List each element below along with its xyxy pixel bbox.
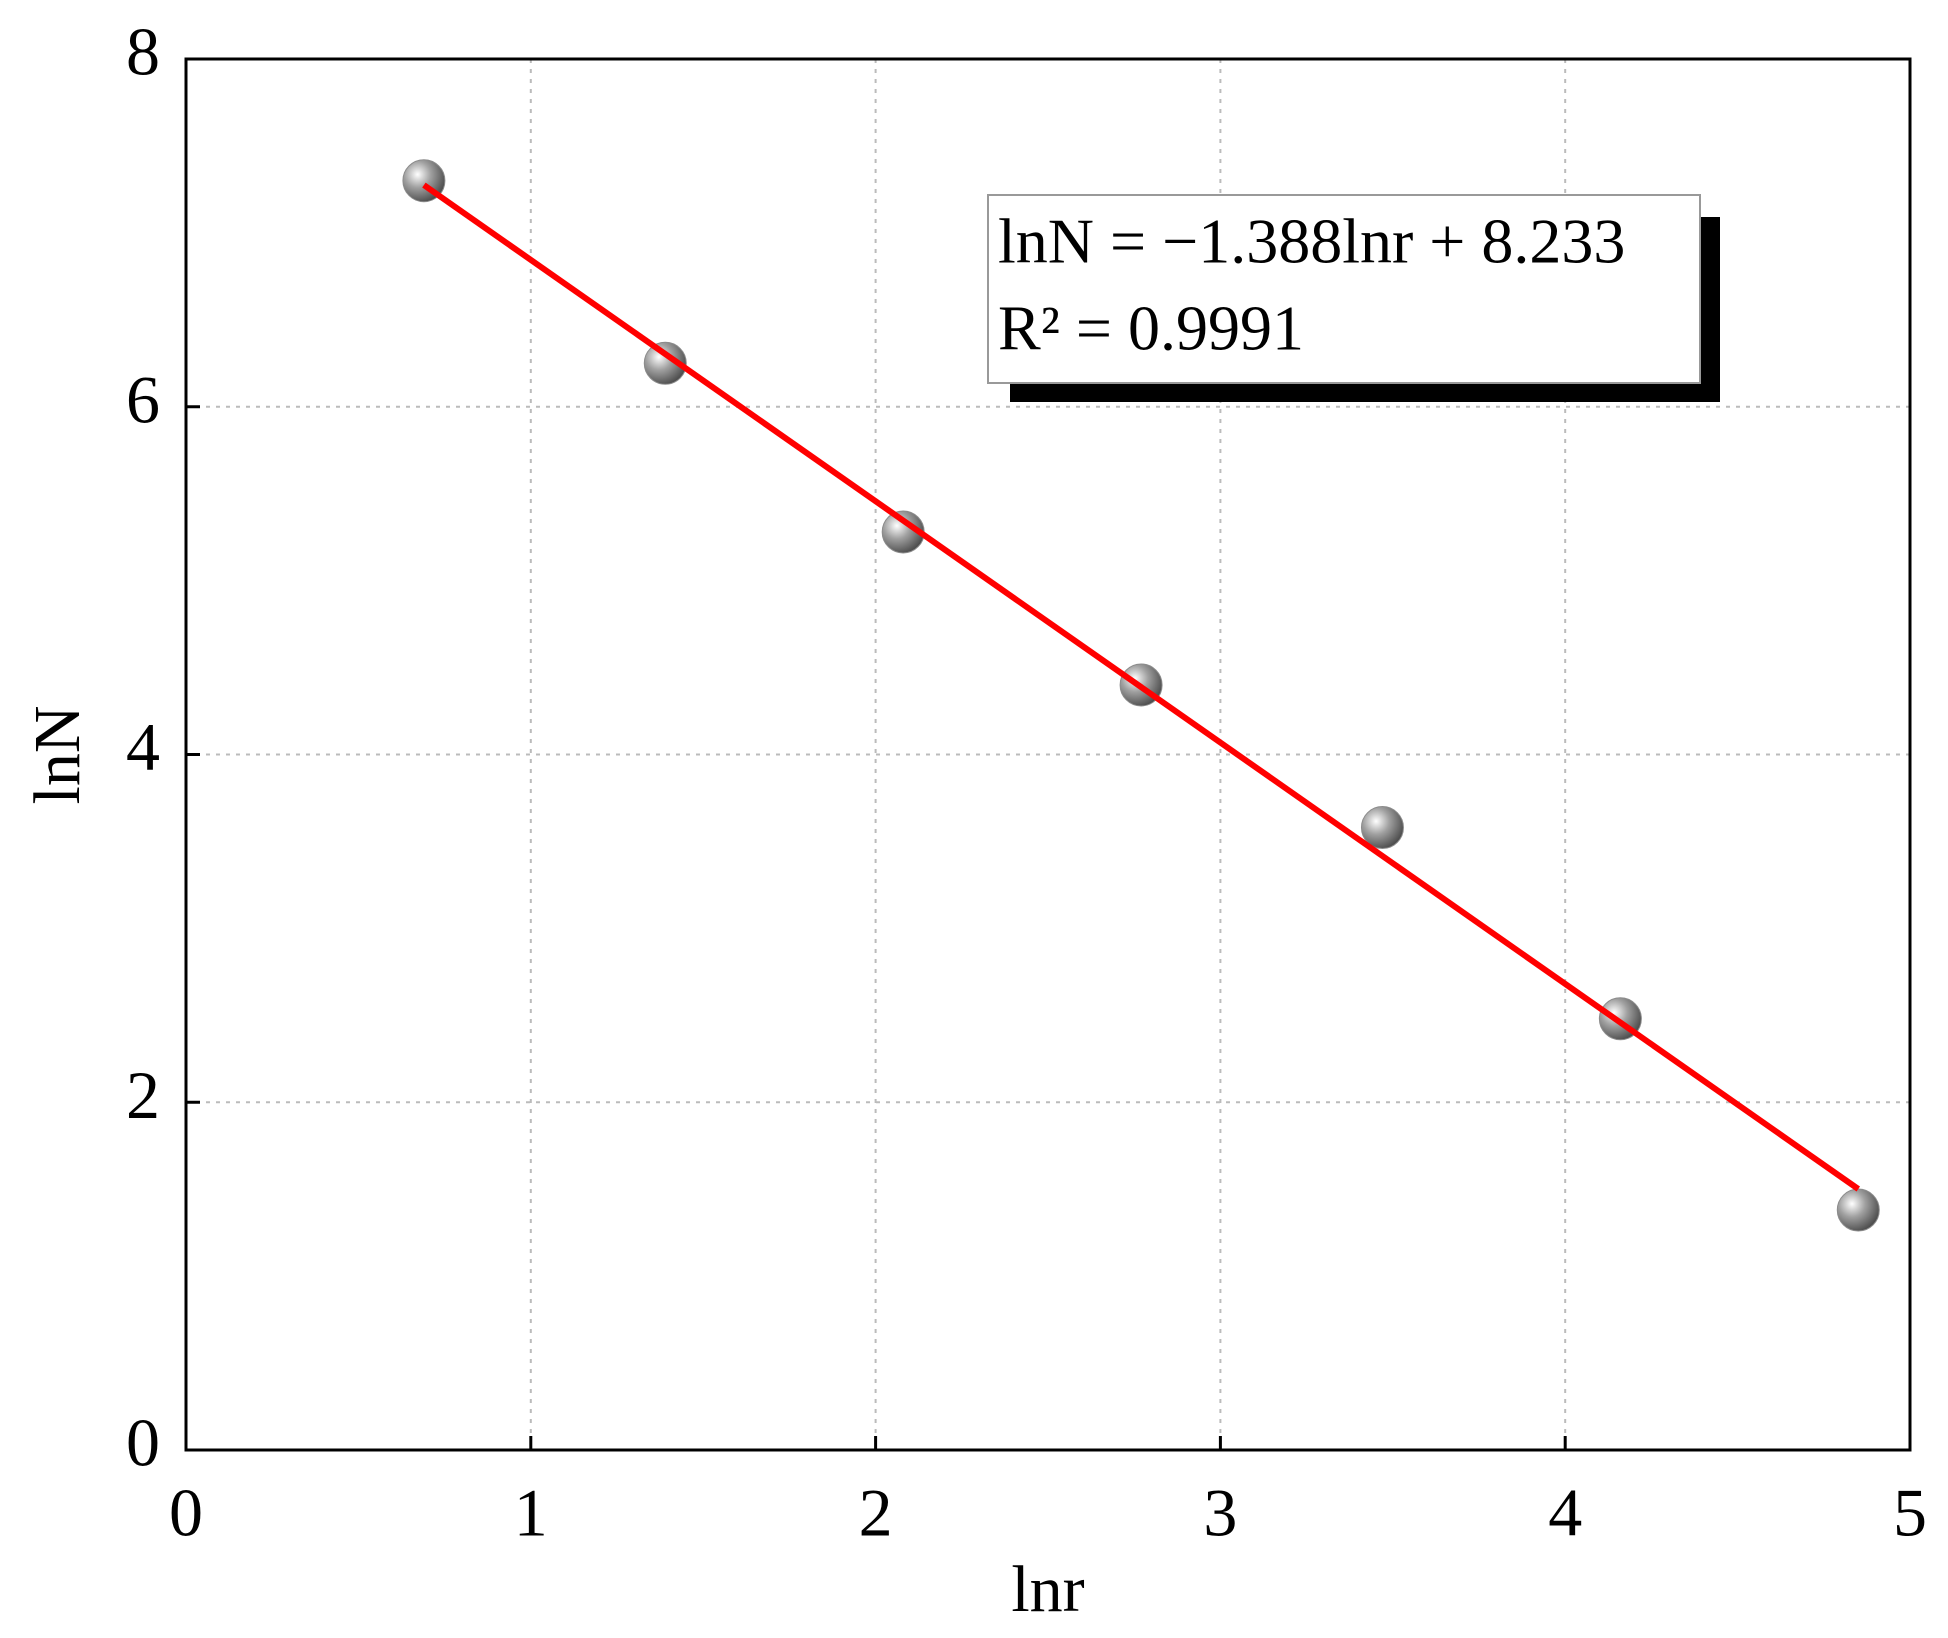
x-axis-label: lnr: [1011, 1553, 1084, 1626]
y-tick-label: 6: [126, 361, 160, 437]
marks: [402, 159, 1880, 1232]
x-tick-label: 3: [1203, 1475, 1237, 1551]
y-tick-label: 4: [126, 709, 160, 785]
x-tick-label: 0: [169, 1475, 203, 1551]
y-tick-label: 2: [126, 1057, 160, 1133]
fit-line: [422, 182, 1861, 1192]
point: [1360, 806, 1404, 850]
x-tick-label: 4: [1548, 1475, 1582, 1551]
x-tick-label: 5: [1893, 1475, 1927, 1551]
point: [643, 341, 687, 385]
x-tick-label: 1: [514, 1475, 548, 1551]
plot-frame: [184, 57, 1912, 1452]
y-tick-label: 0: [126, 1405, 160, 1481]
y-axis-label: lnN: [21, 706, 94, 805]
annotation: R² = 0.9991: [998, 293, 1304, 364]
annotation-box: [987, 194, 1701, 384]
x-tick-label: 2: [859, 1475, 893, 1551]
point: [1836, 1188, 1880, 1232]
annotation: lnN = −1.388lnr + 8.233: [998, 206, 1625, 277]
y-tick-label: 8: [126, 14, 160, 90]
